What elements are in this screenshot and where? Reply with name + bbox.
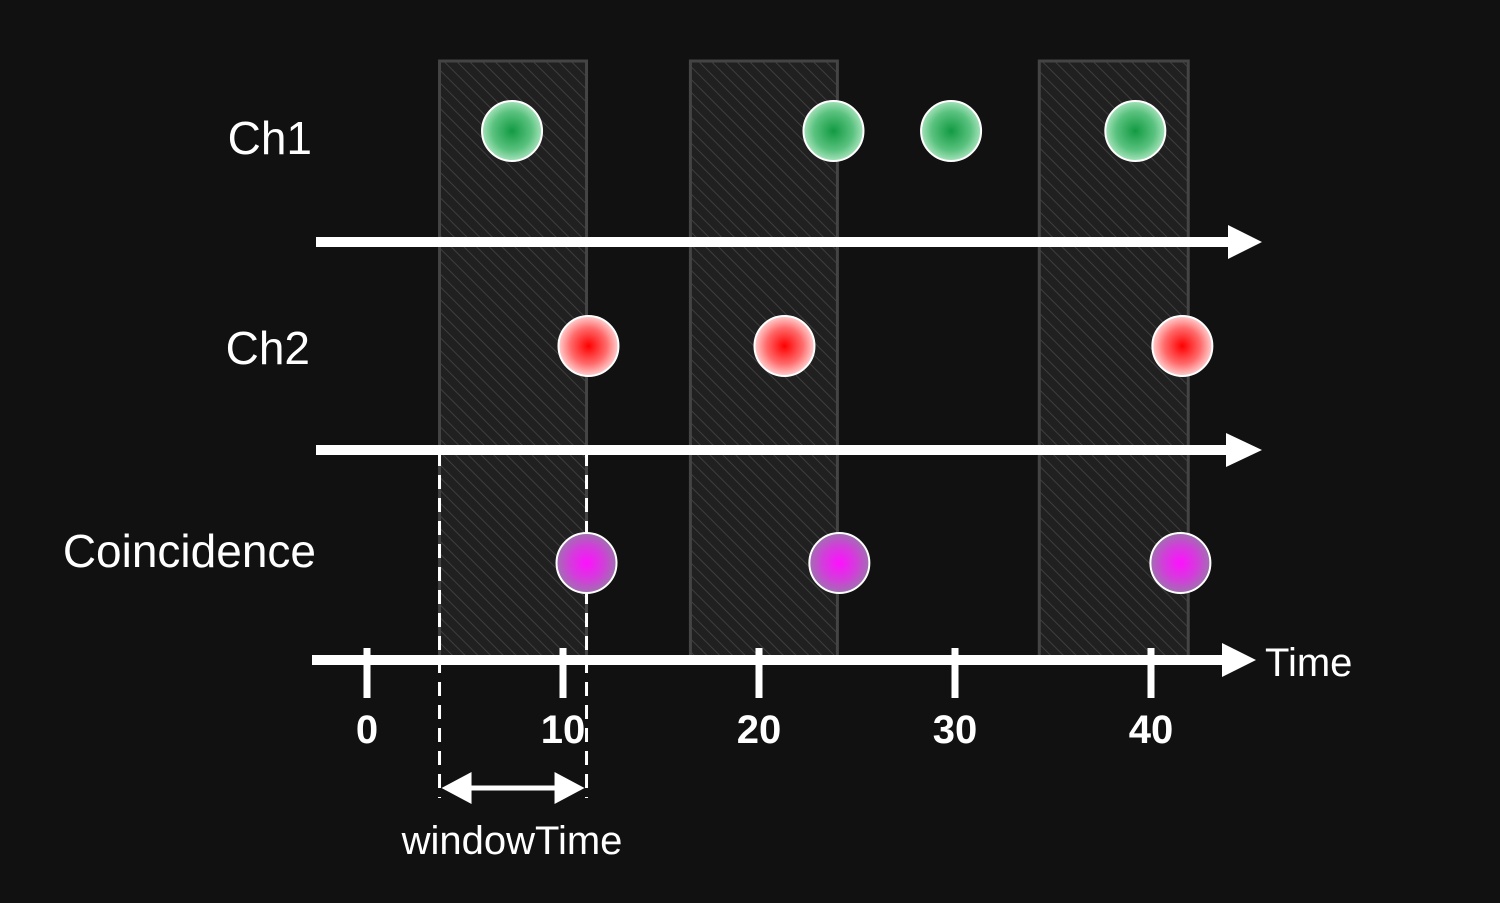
channel-label-coincidence: Coincidence — [63, 525, 316, 577]
event-coincidence-2 — [1149, 532, 1212, 594]
tick-label-0: 0 — [356, 708, 378, 752]
timeline-ch1 — [316, 225, 1262, 259]
timeline-ch2 — [316, 433, 1262, 467]
event-ch1-1 — [802, 100, 865, 162]
window-arrow-right-head — [554, 772, 585, 804]
event-ch1-2 — [920, 100, 983, 162]
event-ch2-1 — [753, 315, 816, 377]
tick-label-40: 40 — [1129, 708, 1174, 752]
channel-label-ch1: Ch1 — [228, 112, 312, 164]
event-ch2-2 — [1151, 315, 1214, 377]
event-coincidence-0 — [555, 532, 618, 594]
tick-label-10: 10 — [541, 708, 586, 752]
event-ch1-3 — [1104, 100, 1167, 162]
window-time-label: windowTime — [401, 819, 623, 863]
time-axis — [312, 643, 1256, 677]
timeline-ch2-head — [1226, 433, 1262, 467]
timelines — [312, 225, 1262, 677]
window-time-annotation — [438, 452, 589, 804]
timeline-ch1-head — [1228, 225, 1262, 259]
time-axis-label: Time — [1265, 641, 1352, 685]
time-axis-ticks: 0 10 20 30 40 — [356, 648, 1173, 752]
time-axis-head — [1222, 643, 1256, 677]
event-ch2-0 — [557, 315, 620, 377]
event-ch1-0 — [481, 100, 544, 162]
events — [481, 100, 1214, 594]
channel-label-ch2: Ch2 — [226, 322, 310, 374]
tick-label-20: 20 — [737, 708, 782, 752]
event-coincidence-1 — [808, 532, 871, 594]
window-arrow-left-head — [441, 772, 472, 804]
tick-label-30: 30 — [933, 708, 978, 752]
